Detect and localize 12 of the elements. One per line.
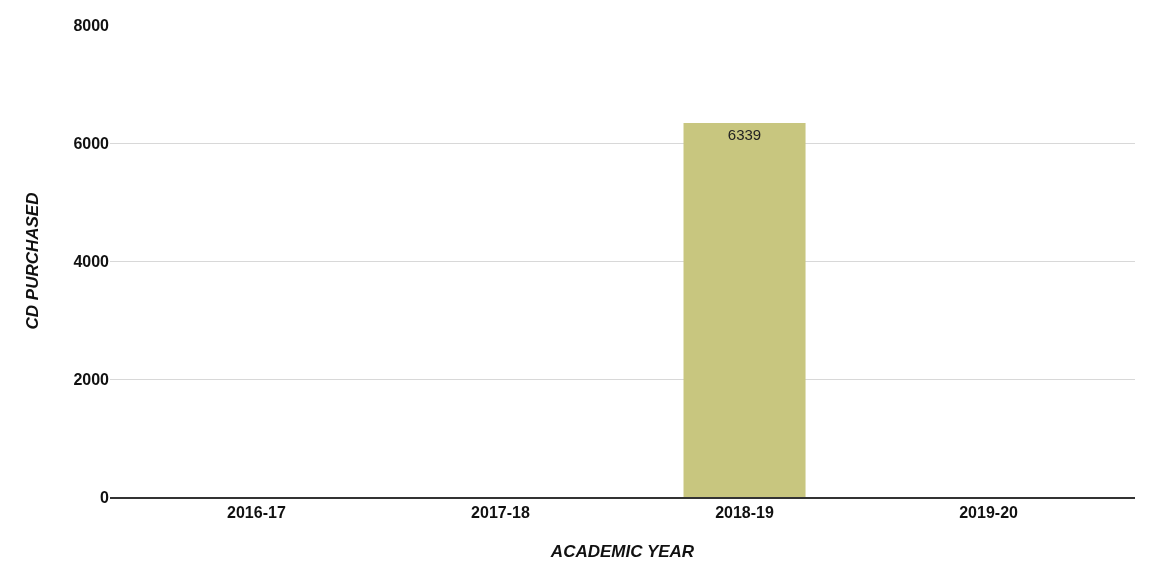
x-tick-label: 2018-19 bbox=[715, 503, 774, 521]
y-tick-label: 6000 bbox=[73, 134, 110, 152]
x-tick-label: 2017-18 bbox=[471, 503, 530, 521]
x-tick-label: 2019-20 bbox=[959, 503, 1019, 521]
y-tick-label: 8000 bbox=[73, 16, 110, 34]
y-tick-label: 2000 bbox=[73, 370, 110, 388]
y-tick-label: 0 bbox=[100, 488, 110, 506]
x-axis-title: ACADEMIC YEAR bbox=[549, 541, 695, 561]
y-tick-label: 4000 bbox=[73, 252, 110, 270]
data-label: 6339 bbox=[727, 126, 762, 143]
x-tick-label: 2016-17 bbox=[227, 503, 286, 521]
y-axis-title: CD PURCHASED bbox=[22, 192, 42, 330]
